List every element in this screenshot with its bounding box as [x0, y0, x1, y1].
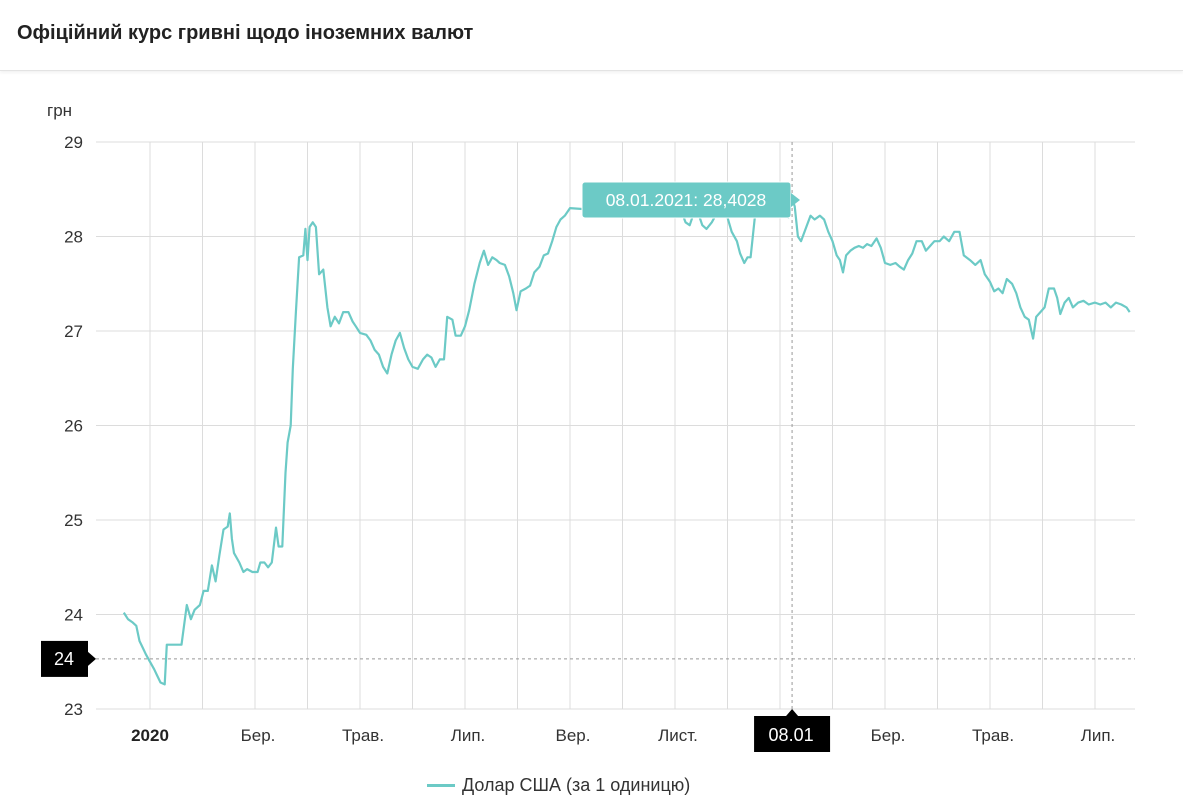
- x-tick-label: Лист.: [658, 726, 698, 745]
- tooltip-text: 08.01.2021: 28,4028: [606, 190, 767, 210]
- x-axis-tick-labels: 2020 Бер. Трав. Лип. Вер. Лист. Бер. Трав. Лип.: [131, 726, 1115, 745]
- horizontal-gridlines: [96, 141, 1135, 710]
- y-tick-label: 25: [64, 511, 83, 530]
- y-tick-label: 23: [64, 700, 83, 719]
- usd-rate-line[interactable]: [122, 195, 1131, 686]
- y-axis-unit-label: грн: [47, 101, 72, 120]
- data-point-tooltip: 08.01.2021: 28,4028: [581, 181, 800, 219]
- y-tick-label: 24: [64, 606, 83, 625]
- page-header: Офіційний курс гривні щодо іноземних вал…: [0, 0, 1183, 71]
- x-tick-label: Вер.: [556, 726, 591, 745]
- x-tick-label: Трав.: [342, 726, 384, 745]
- legend-line-swatch: [427, 783, 455, 787]
- y-axis-tick-labels: 23 24 25 26 27 28 29: [64, 133, 83, 719]
- x-tick-label: Лип.: [451, 726, 486, 745]
- y-tick-label: 28: [64, 228, 83, 247]
- chart-legend[interactable]: Долар США (за 1 одиницю): [427, 772, 690, 798]
- legend-series-label: Долар США (за 1 одиницю): [462, 774, 691, 795]
- vertical-gridlines: [149, 142, 1096, 709]
- x-tick-label: Бер.: [241, 726, 276, 745]
- y-tick-label: 29: [64, 133, 83, 152]
- x-tick-label: Лип.: [1081, 726, 1116, 745]
- crosshair-y-value-text: 24: [54, 649, 74, 669]
- x-tick-label: 2020: [131, 726, 169, 745]
- y-tick-label: 26: [64, 417, 83, 436]
- x-tick-label: Бер.: [871, 726, 906, 745]
- crosshair-x-date-badge: 08.01: [754, 709, 831, 752]
- crosshair-y-value-badge: 24: [41, 640, 96, 677]
- x-tick-label: Трав.: [972, 726, 1014, 745]
- page-title: Офіційний курс гривні щодо іноземних вал…: [17, 22, 474, 44]
- y-tick-label: 27: [64, 322, 83, 341]
- crosshair-x-date-text: 08.01: [769, 725, 814, 745]
